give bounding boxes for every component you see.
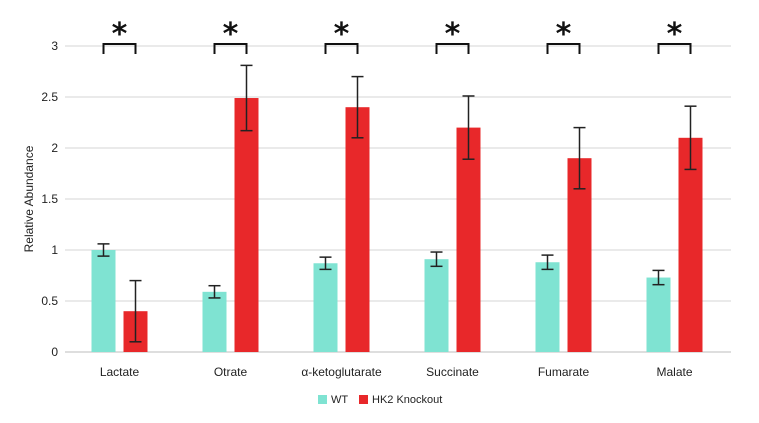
- significance-star: *: [445, 17, 461, 52]
- bar-hk2-knockout: [345, 107, 370, 352]
- significance-star: *: [112, 17, 128, 52]
- error-bars: [97, 64, 697, 343]
- category-label: Fumarate: [538, 365, 590, 379]
- legend: WT HK2 Knockout: [318, 394, 442, 406]
- category-label: Succinate: [426, 365, 479, 379]
- y-tick-label: 3: [51, 39, 58, 53]
- y-tick-label: 2: [51, 141, 58, 155]
- bar-wt: [313, 263, 338, 352]
- y-tick-label: 0: [51, 345, 58, 359]
- category-label: Otrate: [214, 365, 248, 379]
- significance-star: *: [334, 17, 350, 52]
- significance-bracket: [435, 43, 470, 54]
- bar-hk2-knockout: [678, 137, 703, 352]
- bar-hk2-knockout: [567, 158, 592, 352]
- y-tick-label: 0.5: [41, 294, 58, 308]
- significance-star: *: [223, 17, 239, 52]
- y-tick-label: 2.5: [41, 90, 58, 104]
- significance-star: *: [667, 17, 683, 52]
- y-axis-ticks: 0 0.5 1 1.5 2 2.5 3: [41, 39, 58, 359]
- significance-star: *: [556, 17, 572, 52]
- significance-bracket: [546, 43, 581, 54]
- bar-hk2-knockout: [234, 98, 259, 353]
- significance-bracket: [657, 43, 692, 54]
- significance-markers: * * * * * *: [102, 17, 692, 54]
- bar-wt: [202, 291, 227, 352]
- legend-label: WT: [331, 394, 348, 406]
- significance-bracket: [213, 43, 248, 54]
- x-axis-categories: Lactate Otrate α-ketoglutarate Succinate Fum…: [100, 365, 693, 379]
- y-tick-label: 1.5: [41, 192, 58, 206]
- category-label: α-ketoglutarate: [301, 365, 382, 379]
- legend-swatch: [318, 395, 327, 404]
- bars: [91, 98, 703, 353]
- bar-wt: [535, 262, 560, 352]
- bar-wt: [646, 277, 671, 352]
- significance-bracket: [102, 43, 137, 54]
- legend-swatch: [359, 395, 368, 404]
- bar-hk2-knockout: [456, 127, 481, 352]
- legend-label: HK2 Knockout: [372, 394, 442, 406]
- bar-wt: [91, 250, 116, 352]
- y-axis-label: Relative Abundance: [22, 145, 36, 252]
- significance-bracket: [324, 43, 359, 54]
- category-label: Lactate: [100, 365, 140, 379]
- bar-wt: [424, 259, 449, 352]
- gridlines: [65, 45, 731, 353]
- category-label: Malate: [656, 365, 692, 379]
- y-tick-label: 1: [51, 243, 58, 257]
